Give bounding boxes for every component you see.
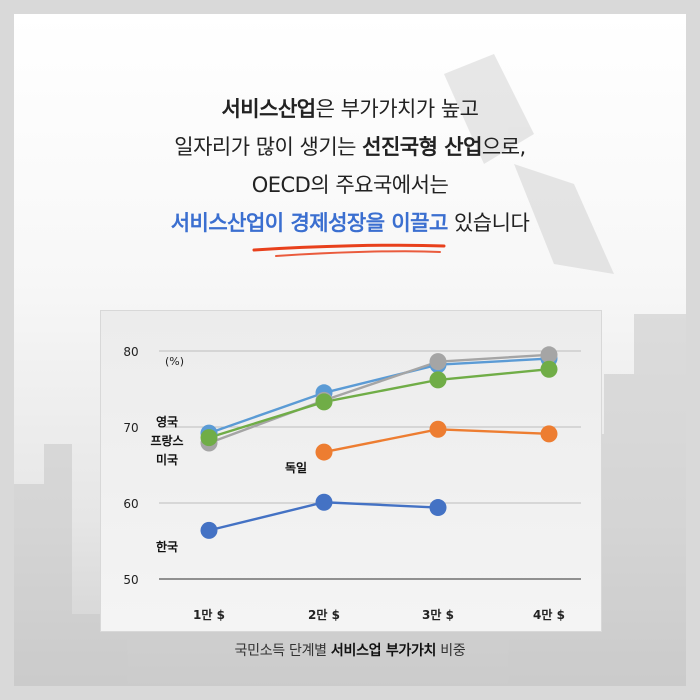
x-tick-label-4: 4만 $ xyxy=(533,607,565,622)
series-label-0: 영국 xyxy=(156,414,178,429)
series-label-4: 한국 xyxy=(156,539,178,554)
data-point-s4-1 xyxy=(200,521,218,539)
headline-line-1: 서비스산업은 부가가치가 높고 xyxy=(14,90,686,128)
caption-prefix: 국민소득 단계별 xyxy=(234,643,331,659)
infographic-card: 서비스산업은 부가가치가 높고 일자리가 많이 생기는 선진국형 산업으로, O… xyxy=(14,14,686,686)
data-point-s3-3 xyxy=(429,420,447,438)
y-tick-label-80: 80 xyxy=(123,345,138,359)
data-point-s2-2 xyxy=(315,393,333,411)
series-line-0 xyxy=(208,357,550,435)
data-point-s3-4 xyxy=(540,425,558,443)
headline-line-3: OECD의 주요국에서는 xyxy=(251,173,449,197)
data-point-s3-2 xyxy=(315,443,333,461)
headline-line-2: 일자리가 많이 생기는 선진국형 산업으로, xyxy=(14,128,686,166)
data-point-s2-3 xyxy=(429,371,447,389)
data-point-s4-3 xyxy=(429,499,447,517)
x-tick-label-3: 3만 $ xyxy=(422,607,454,622)
headline-line-4: 서비스산업이 경제성장을 이끌고 있습니다 xyxy=(14,204,686,242)
series-label-1: 프랑스 xyxy=(150,434,183,448)
headline-line-1-rest: 은 부가가치가 높고 xyxy=(315,97,479,121)
data-point-s1-4 xyxy=(540,346,558,364)
data-point-s2-1 xyxy=(200,429,218,447)
series-line-2 xyxy=(208,368,550,439)
headline-blue-growth: 경제성장을 이끌고 xyxy=(290,211,448,235)
headline-bold-service-industry: 서비스산업 xyxy=(221,97,316,121)
caption-bold: 서비스업 부가가치 xyxy=(330,643,437,659)
y-tick-label-60: 60 xyxy=(123,497,138,511)
data-point-s2-4 xyxy=(540,360,558,378)
x-tick-label-1: 1만 $ xyxy=(193,607,225,622)
x-tick-label-2: 2만 $ xyxy=(308,607,340,622)
headline-blue-service-industry: 서비스산업이 xyxy=(170,211,291,235)
headline-bold-advanced-industry: 선진국형 산업 xyxy=(362,135,482,159)
y-axis-unit-label: (%) xyxy=(165,355,184,368)
series-line-1 xyxy=(208,353,550,445)
data-point-s4-2 xyxy=(315,493,333,511)
data-point-s1-3 xyxy=(429,353,447,371)
y-tick-label-70: 70 xyxy=(123,421,138,435)
chart-caption: 국민소득 단계별 서비스업 부가가치 비중 xyxy=(14,640,686,660)
y-tick-label-50: 50 xyxy=(123,573,138,587)
caption-suffix: 비중 xyxy=(436,643,466,659)
headline-line-4-end: 있습니다 xyxy=(447,211,530,235)
headline-line-2-start: 일자리가 많이 생기는 xyxy=(174,135,363,159)
headline-line-2-end: 으로, xyxy=(481,135,526,159)
series-label-3: 독일 xyxy=(285,461,307,475)
series-label-2: 미국 xyxy=(156,452,178,467)
headline: 서비스산업은 부가가치가 높고 일자리가 많이 생기는 선진국형 산업으로, O… xyxy=(14,90,686,242)
